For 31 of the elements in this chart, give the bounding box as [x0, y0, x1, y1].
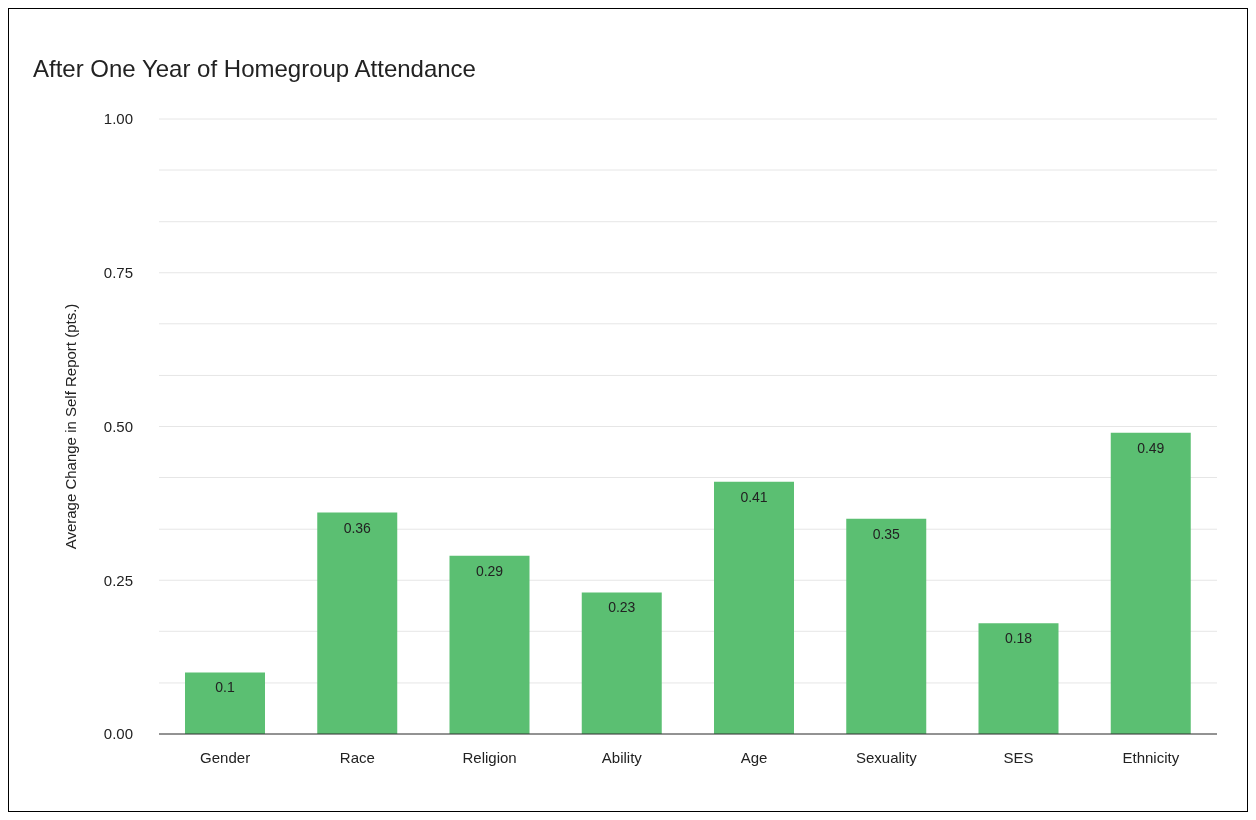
bar	[714, 481, 794, 734]
data-label: 0.49	[1137, 439, 1165, 456]
x-tick-label: Ethnicity	[1122, 748, 1180, 766]
y-tick-label: 0.25	[103, 571, 133, 589]
x-tick-label: Religion	[462, 748, 517, 766]
x-tick-label: Race	[339, 748, 375, 766]
y-tick-label: 0.75	[103, 264, 133, 282]
bar	[1110, 432, 1191, 734]
x-tick-label: Gender	[200, 748, 251, 766]
data-label: 0.29	[475, 562, 504, 579]
y-tick-label: 0.00	[103, 725, 133, 743]
x-tick-label: SES	[1003, 748, 1034, 766]
bar	[978, 623, 1059, 734]
data-label: 0.41	[740, 488, 768, 505]
y-tick-label: 0.50	[103, 417, 133, 435]
x-tick-label: Sexuality	[855, 748, 918, 766]
data-label: 0.18	[1004, 630, 1033, 647]
data-label: 0.35	[872, 525, 901, 542]
bar	[581, 592, 662, 734]
bar	[317, 512, 398, 734]
y-tick-label: 1.00	[103, 110, 133, 128]
x-tick-label: Ability	[601, 748, 643, 766]
bar	[846, 518, 927, 734]
chart-title: After One Year of Homegroup Attendance	[33, 55, 476, 83]
bar	[185, 672, 265, 734]
bar	[449, 555, 530, 734]
data-label: 0.36	[343, 519, 372, 536]
data-label: 0.23	[608, 599, 636, 616]
x-tick-label: Age	[740, 748, 768, 766]
data-label: 0.1	[215, 679, 235, 696]
y-axis-title: Average Change in Self Report (pts.)	[62, 303, 80, 550]
